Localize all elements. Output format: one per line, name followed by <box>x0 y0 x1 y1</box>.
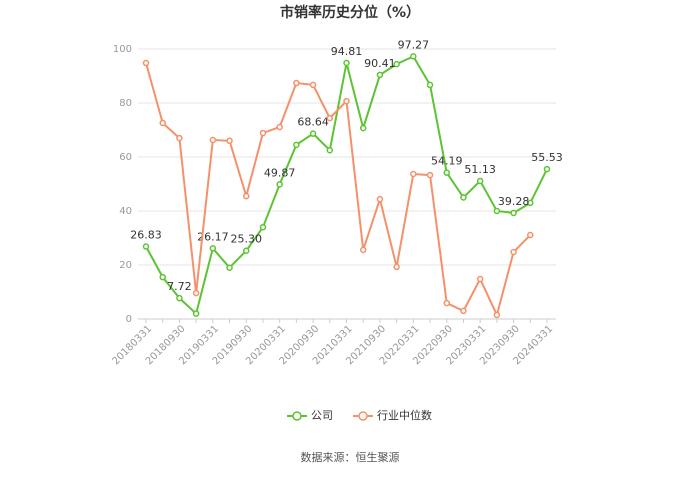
point <box>476 275 484 283</box>
point <box>326 114 334 122</box>
legend-swatch <box>358 411 368 421</box>
point <box>460 307 467 315</box>
data-label: 54.19 <box>431 155 463 168</box>
point <box>527 231 534 239</box>
source: 数据来源：恒生聚源 <box>301 450 400 464</box>
chart-title: 市销率历史分位（%） <box>280 4 420 21</box>
point <box>476 177 484 185</box>
data-label: 39.28 <box>498 195 530 208</box>
data-label: 51.13 <box>464 163 496 176</box>
point <box>343 59 350 67</box>
y-tick-label: 100 <box>113 44 132 55</box>
point <box>359 246 367 254</box>
point <box>543 165 551 173</box>
point <box>376 195 384 203</box>
point <box>426 171 434 179</box>
data-label: 7.72 <box>167 280 192 293</box>
point <box>393 263 400 271</box>
legend-swatch <box>292 411 302 421</box>
point <box>326 147 334 154</box>
data-label: 25.30 <box>231 233 263 246</box>
series-line <box>145 55 548 316</box>
point <box>159 273 166 281</box>
point <box>376 71 384 79</box>
y-tick-label: 0 <box>126 314 132 325</box>
y-tick-label: 40 <box>119 206 132 217</box>
y-tick-label: 80 <box>119 98 132 109</box>
point <box>259 223 267 231</box>
legend-label: 行业中位数 <box>377 408 432 422</box>
point <box>176 134 183 142</box>
point <box>493 207 501 215</box>
point <box>343 97 350 105</box>
point <box>443 299 450 307</box>
point <box>510 209 517 217</box>
series-line <box>145 62 532 318</box>
point <box>293 79 300 87</box>
data-label: 49.87 <box>264 166 296 179</box>
point <box>493 311 501 319</box>
data-label: 90.41 <box>364 57 396 70</box>
point <box>259 129 267 137</box>
point <box>276 123 283 131</box>
point <box>209 136 217 144</box>
point <box>410 170 417 178</box>
point <box>410 53 417 60</box>
point <box>243 247 250 254</box>
point <box>159 119 166 127</box>
point <box>142 243 150 250</box>
point <box>443 169 450 176</box>
point <box>293 141 300 149</box>
point <box>226 264 233 271</box>
point <box>309 130 317 137</box>
data-label: 26.83 <box>130 229 162 242</box>
data-label: 68.64 <box>297 116 329 129</box>
point <box>309 81 317 89</box>
point <box>393 60 400 68</box>
point <box>192 289 200 297</box>
point <box>176 294 183 302</box>
data-label: 26.17 <box>197 230 229 243</box>
point <box>192 310 200 317</box>
legend-label: 公司 <box>311 409 333 422</box>
point <box>276 181 283 188</box>
data-label: 94.81 <box>331 45 363 58</box>
point <box>510 248 517 256</box>
point <box>226 137 233 145</box>
point <box>209 245 217 252</box>
point <box>359 124 367 132</box>
point <box>142 59 150 67</box>
data-label: 97.27 <box>398 38 430 51</box>
point <box>426 81 434 89</box>
y-tick-label: 20 <box>119 260 132 271</box>
data-label: 55.53 <box>531 151 563 164</box>
point <box>460 194 467 201</box>
point <box>527 199 534 207</box>
point <box>243 192 250 200</box>
y-tick-label: 60 <box>119 152 132 163</box>
